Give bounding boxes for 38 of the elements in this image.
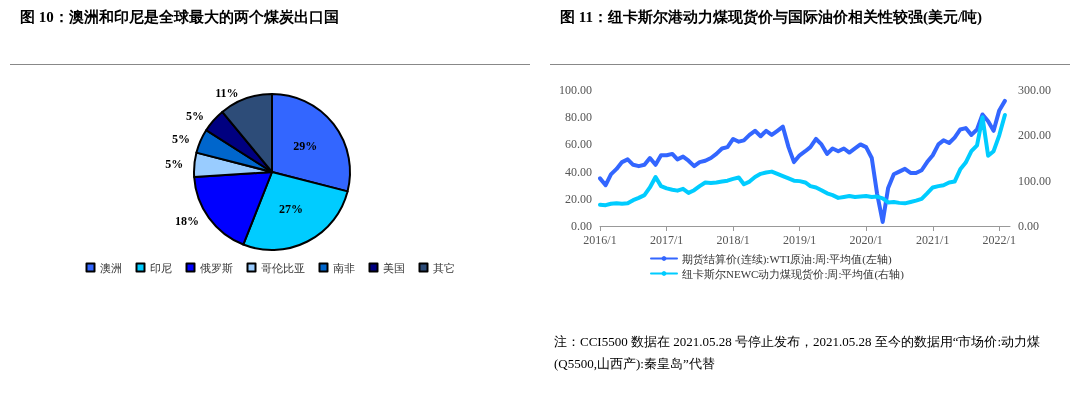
x-tick-label: 2016/1 bbox=[583, 233, 617, 247]
y-tick-label: 100.00 bbox=[559, 83, 592, 97]
legend-label: 南非 bbox=[332, 261, 355, 274]
legend-label: 澳洲 bbox=[99, 261, 122, 274]
data-label: 27% bbox=[279, 202, 304, 217]
legend-label: 印尼 bbox=[149, 261, 172, 274]
chart-title: 图 11：纽卡斯尔港动力煤现货价与国际油价相关性较强(美元/吨) bbox=[560, 8, 983, 26]
data-label: 11% bbox=[215, 85, 239, 100]
legend-label: 美国 bbox=[382, 261, 405, 274]
y-tick-label: 80.00 bbox=[565, 110, 592, 125]
y-tick-label: 20.00 bbox=[565, 191, 592, 206]
legend-label: 纽卡斯尔NEWC动力煤现货价:周:平均值(右轴) bbox=[682, 267, 905, 281]
y2-tick-label: 0.00 bbox=[1018, 219, 1039, 233]
legend-label: 俄罗斯 bbox=[199, 261, 233, 274]
y2-tick-label: 100.00 bbox=[1018, 173, 1051, 188]
data-label: 29% bbox=[293, 139, 318, 154]
y2-tick-label: 300.00 bbox=[1018, 83, 1051, 97]
x-tick-label: 2019/1 bbox=[782, 233, 817, 247]
data-label: 5% bbox=[165, 157, 184, 172]
legend-label: 其它 bbox=[432, 261, 455, 274]
x-tick-label: 2022/1 bbox=[982, 233, 1016, 247]
data-label: 5% bbox=[171, 131, 190, 146]
data-label: 18% bbox=[175, 214, 200, 229]
y-tick-label: 60.00 bbox=[565, 137, 592, 152]
y2-tick-label: 200.00 bbox=[1018, 128, 1051, 143]
legend-label: 哥伦比亚 bbox=[260, 261, 305, 274]
chart-title: 图 10：澳洲和印尼是全球最大的两个煤炭出口国 bbox=[20, 9, 339, 25]
line-series bbox=[598, 112, 1007, 208]
x-tick-label: 2017/1 bbox=[649, 233, 684, 247]
x-tick-label: 2018/1 bbox=[716, 233, 750, 247]
text: 注：CCI5500 数据在 2021.05.28 号停止发布，2021.05.28 至今的数据用“市场价:动力煤(Q5500,山西产):秦皇岛”代替 bbox=[554, 333, 1041, 371]
y-tick-label: 0.00 bbox=[571, 219, 592, 233]
legend-label: 期货结算价(连续):WTI原油:周:平均值(左轴) bbox=[682, 252, 892, 266]
line-series bbox=[598, 98, 1007, 224]
data-label: 5% bbox=[185, 109, 204, 124]
x-tick-label: 2021/1 bbox=[916, 233, 950, 247]
x-tick-label: 2020/1 bbox=[849, 233, 883, 247]
y-tick-label: 40.00 bbox=[565, 164, 592, 179]
